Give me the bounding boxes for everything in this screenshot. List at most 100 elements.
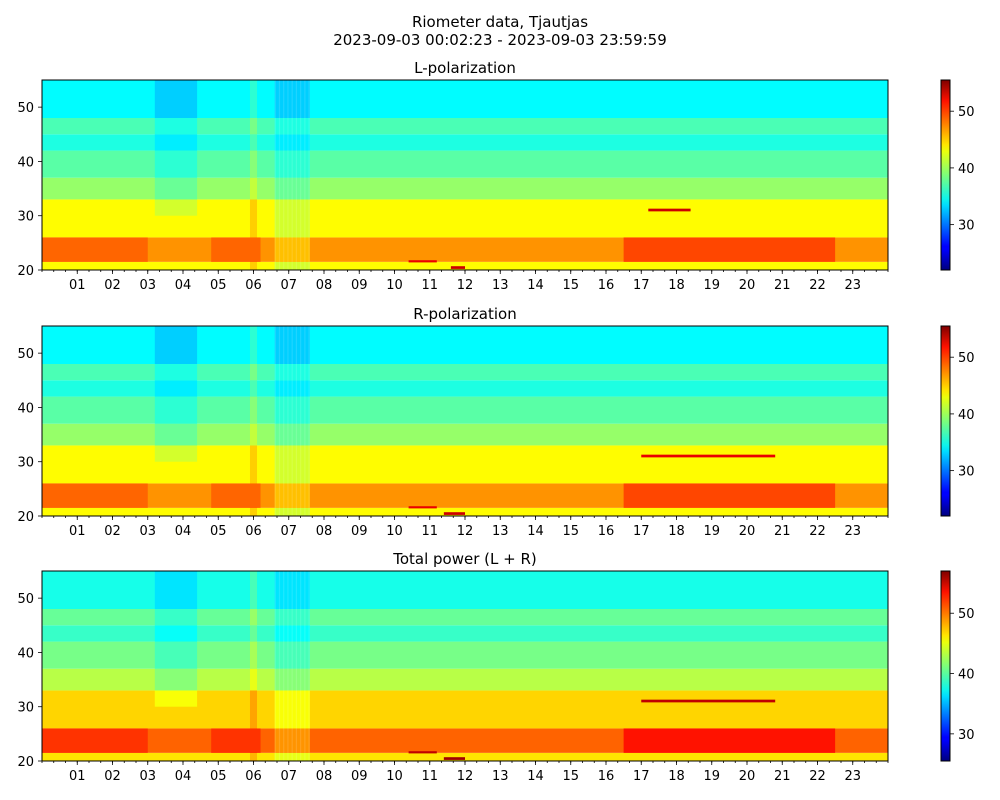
heatmap-disturbance <box>274 625 310 642</box>
colorbar-tick-label: 40 <box>958 408 975 423</box>
panel-3: Total power (L + R) 01 02 03 04 05 06 07 08 09 10 1… <box>17 550 974 784</box>
heatmap-column-stripe <box>304 326 306 516</box>
x-tick-label: 01 <box>69 769 86 784</box>
x-tick-label: 05 <box>210 524 227 539</box>
x-tick-label: 04 <box>175 278 192 293</box>
heatmap-column-stripe <box>287 80 289 270</box>
heatmap-disturbance <box>249 571 258 609</box>
heatmap-disturbance <box>249 364 258 381</box>
y-tick-label: 40 <box>17 155 34 170</box>
x-tick-label: 12 <box>457 769 474 784</box>
x-tick-label: 22 <box>809 524 826 539</box>
x-tick-label: 20 <box>739 769 756 784</box>
x-tick-label: 16 <box>598 278 615 293</box>
colorbar <box>940 79 951 271</box>
heatmap-disturbance <box>274 261 310 270</box>
x-tick-label: 17 <box>633 278 650 293</box>
heatmap-cells <box>42 571 888 761</box>
heatmap-spike <box>641 699 776 703</box>
x-tick-label: 15 <box>562 524 579 539</box>
heatmap-column-stripe <box>287 571 289 761</box>
heatmap-disturbance <box>249 625 258 642</box>
y-tick-label: 30 <box>17 456 34 471</box>
x-tick-label: 06 <box>245 278 262 293</box>
heatmap-column-stripe <box>295 571 297 761</box>
x-tick-label: 19 <box>703 769 720 784</box>
heatmap-disturbance <box>274 423 310 446</box>
heatmap-disturbance <box>249 396 258 424</box>
heatmap-spike <box>443 757 465 760</box>
heatmap-disturbance <box>154 625 198 642</box>
heatmap-column-stripe <box>308 80 310 270</box>
y-tick-label: 40 <box>17 401 34 416</box>
heatmap-spike <box>408 506 437 509</box>
heatmap-disturbance <box>154 641 198 669</box>
heatmap-column-stripe <box>291 326 293 516</box>
x-tick-label: 23 <box>844 278 861 293</box>
x-tick-label: 10 <box>386 524 403 539</box>
panel-title: R-polarization <box>413 305 516 323</box>
heatmap-disturbance <box>274 690 310 729</box>
x-tick-label: 19 <box>703 278 720 293</box>
x-tick-label: 09 <box>351 278 368 293</box>
panel-title: L-polarization <box>414 59 516 77</box>
heatmap-disturbance <box>249 668 258 691</box>
heatmap-column-stripe <box>291 571 293 761</box>
x-tick-label: 02 <box>104 278 121 293</box>
y-tick-label: 20 <box>17 264 34 279</box>
x-tick-label: 18 <box>668 769 685 784</box>
heatmap-column-stripe <box>274 571 276 761</box>
heatmap-disturbance <box>274 134 310 151</box>
heatmap-disturbance <box>274 571 310 609</box>
heatmap-disturbance <box>154 364 198 381</box>
heatmap-column-stripe <box>283 571 285 761</box>
x-tick-label: 11 <box>421 278 438 293</box>
heatmap-column-stripe <box>278 326 281 516</box>
heatmap-column-stripe <box>278 80 281 270</box>
x-tick-label: 20 <box>739 524 756 539</box>
y-tick-label: 40 <box>17 646 34 661</box>
panels-container: L-polarization 01 02 03 04 05 06 07 08 09 10 11 12 13… <box>17 59 974 784</box>
heatmap-column-stripe <box>291 80 293 270</box>
heatmap-disturbance <box>154 380 198 397</box>
x-tick-label: 08 <box>316 769 333 784</box>
y-tick-label: 50 <box>17 101 34 116</box>
x-tick-label: 21 <box>774 524 791 539</box>
heatmap-disturbance <box>154 609 198 626</box>
x-tick-label: 12 <box>457 278 474 293</box>
x-tick-label: 22 <box>809 278 826 293</box>
heatmap-column-stripe <box>274 326 276 516</box>
heatmap-column-stripe <box>295 326 297 516</box>
heatmap-disturbance <box>274 177 310 200</box>
heatmap-disturbance <box>154 423 198 446</box>
heatmap-disturbance <box>211 728 261 753</box>
x-tick-label: 07 <box>280 769 297 784</box>
x-tick-label: 17 <box>633 524 650 539</box>
y-tick-label: 50 <box>17 592 34 607</box>
heatmap-spike <box>443 512 465 515</box>
heatmap-disturbance <box>249 199 258 238</box>
heatmap-disturbance <box>274 396 310 424</box>
heatmap-disturbance <box>274 237 310 262</box>
heatmap-disturbance <box>623 483 836 508</box>
x-tick-label: 17 <box>633 769 650 784</box>
colorbar-tick-label: 50 <box>958 351 975 366</box>
heatmap-column-stripe <box>304 571 306 761</box>
heatmap-band <box>42 507 888 516</box>
heatmap-disturbance <box>274 118 310 135</box>
heatmap-disturbance <box>154 134 198 151</box>
heatmap-spike <box>641 454 776 458</box>
colorbar-tick-label: 30 <box>958 465 975 480</box>
heatmap-disturbance <box>42 237 148 262</box>
x-tick-label: 23 <box>844 524 861 539</box>
x-tick-label: 05 <box>210 769 227 784</box>
x-tick-label: 08 <box>316 524 333 539</box>
x-tick-label: 15 <box>562 769 579 784</box>
heatmap-cells <box>42 80 888 270</box>
figure-title-line2: 2023-09-03 00:02:23 - 2023-09-03 23:59:5… <box>333 31 667 49</box>
heatmap-disturbance <box>274 609 310 626</box>
heatmap-column-stripe <box>300 326 302 516</box>
heatmap-disturbance <box>249 423 258 446</box>
heatmap-column-stripe <box>287 326 289 516</box>
heatmap-disturbance <box>274 752 310 761</box>
